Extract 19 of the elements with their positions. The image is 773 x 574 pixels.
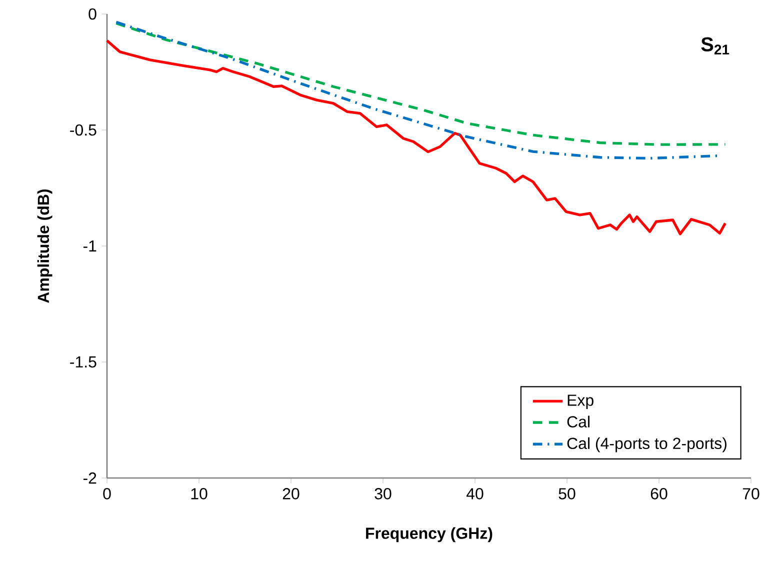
annotation: S$_{21}$: [701, 37, 730, 54]
legend-label: Cal (4-ports to 2-ports): [567, 437, 726, 452]
y-tick-label: -2: [83, 472, 96, 484]
y-tick-label: 0: [88, 8, 96, 20]
x-tick-label: 10: [191, 488, 208, 500]
x-axis-title: Frequency (GHz): [366, 527, 492, 542]
legend-label: Cal: [567, 416, 590, 428]
x-tick-label: 70: [742, 488, 760, 500]
y-tick-label: -0.5: [70, 124, 96, 136]
x-tick-label: 0: [103, 488, 111, 500]
x-tick-label: 20: [282, 488, 300, 500]
x-tick-label: 40: [466, 488, 484, 500]
y-tick-label: -1.5: [70, 356, 96, 368]
y-axis-title: Amplitude (dB): [37, 189, 52, 303]
x-tick-label: 60: [650, 488, 668, 500]
legend-label: Exp: [568, 394, 594, 410]
y-tick-label: -1: [83, 240, 96, 252]
x-tick-label: 30: [374, 488, 392, 500]
x-tick-label: 50: [558, 488, 576, 500]
